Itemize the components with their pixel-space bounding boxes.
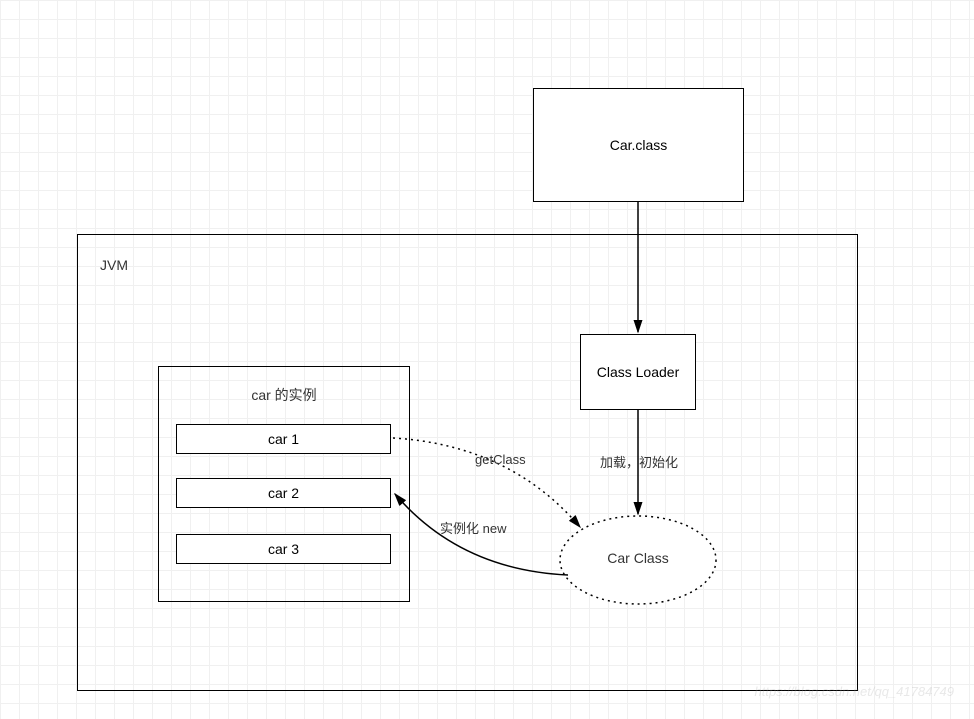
class-loader-label: Class Loader xyxy=(597,364,680,380)
car2-label: car 2 xyxy=(268,485,299,501)
edge-loader-to-class-label: 加载，初始化 xyxy=(600,452,678,471)
car-class-file-node: Car.class xyxy=(533,88,744,202)
car-class-file-label: Car.class xyxy=(610,137,668,153)
class-loader-node: Class Loader xyxy=(580,334,696,410)
instances-title-label: car 的实例 xyxy=(159,385,409,405)
car3-label: car 3 xyxy=(268,541,299,557)
watermark-text: https://blog.csdn.net/qq_41784749 xyxy=(755,684,955,699)
edge-getclass-label: getClass xyxy=(475,452,526,467)
car3-node: car 3 xyxy=(176,534,391,564)
car-class-obj-label: Car Class xyxy=(560,550,716,566)
car2-node: car 2 xyxy=(176,478,391,508)
car1-node: car 1 xyxy=(176,424,391,454)
jvm-label: JVM xyxy=(100,257,128,273)
car1-label: car 1 xyxy=(268,431,299,447)
edge-instantiate-label: 实例化 new xyxy=(440,518,506,537)
